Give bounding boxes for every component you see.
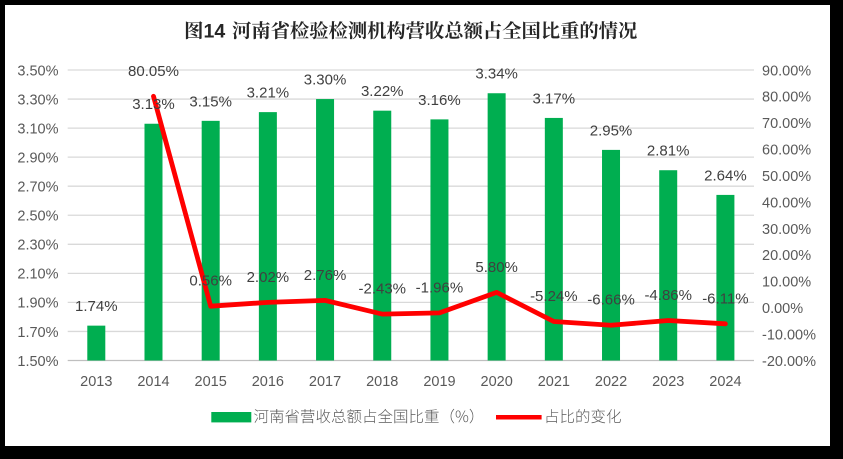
svg-text:2023: 2023 xyxy=(652,374,684,390)
svg-text:-10.00%: -10.00% xyxy=(762,327,816,343)
svg-text:2014: 2014 xyxy=(137,374,169,390)
svg-text:-1.96%: -1.96% xyxy=(416,279,464,296)
svg-text:10.00%: 10.00% xyxy=(762,275,811,291)
svg-text:2.95%: 2.95% xyxy=(590,122,633,139)
svg-text:2013: 2013 xyxy=(80,374,112,390)
svg-text:5.80%: 5.80% xyxy=(475,259,518,276)
svg-text:-6.66%: -6.66% xyxy=(587,292,635,309)
svg-text:2024: 2024 xyxy=(709,374,741,390)
svg-text:2.30%: 2.30% xyxy=(17,238,58,254)
svg-text:-4.86%: -4.86% xyxy=(644,287,692,304)
svg-text:3.21%: 3.21% xyxy=(247,85,290,102)
svg-text:-6.11%: -6.11% xyxy=(702,290,748,307)
svg-text:80.05%: 80.05% xyxy=(128,63,179,80)
svg-text:80.00%: 80.00% xyxy=(762,90,811,106)
svg-text:3.50%: 3.50% xyxy=(17,63,58,79)
svg-text:2016: 2016 xyxy=(252,374,284,390)
svg-text:3.16%: 3.16% xyxy=(418,92,461,109)
svg-text:20.00%: 20.00% xyxy=(762,248,811,264)
svg-text:2.81%: 2.81% xyxy=(647,143,690,160)
svg-text:3.34%: 3.34% xyxy=(475,66,518,83)
svg-text:2.90%: 2.90% xyxy=(17,150,58,166)
svg-text:3.10%: 3.10% xyxy=(17,121,58,137)
svg-text:2022: 2022 xyxy=(595,374,627,390)
svg-text:1.70%: 1.70% xyxy=(17,325,58,341)
svg-text:40.00%: 40.00% xyxy=(762,195,811,211)
svg-text:1.90%: 1.90% xyxy=(17,296,58,312)
svg-text:70.00%: 70.00% xyxy=(762,116,811,132)
svg-text:3.30%: 3.30% xyxy=(17,92,58,108)
svg-text:3.30%: 3.30% xyxy=(304,72,347,89)
svg-text:3.15%: 3.15% xyxy=(189,93,232,110)
svg-text:-5.24%: -5.24% xyxy=(530,288,578,305)
svg-text:2.02%: 2.02% xyxy=(247,269,290,286)
svg-text:2017: 2017 xyxy=(309,374,341,390)
svg-text:30.00%: 30.00% xyxy=(762,222,811,238)
svg-text:2.10%: 2.10% xyxy=(17,267,58,283)
svg-text:2021: 2021 xyxy=(538,374,570,390)
svg-text:2019: 2019 xyxy=(423,374,455,390)
svg-text:2015: 2015 xyxy=(195,374,227,390)
svg-text:3.13%: 3.13% xyxy=(132,96,175,113)
svg-text:2020: 2020 xyxy=(481,374,513,390)
svg-text:2018: 2018 xyxy=(366,374,398,390)
svg-text:1.74%: 1.74% xyxy=(75,298,118,315)
svg-text:-2.43%: -2.43% xyxy=(358,281,406,298)
svg-text:1.50%: 1.50% xyxy=(17,354,58,370)
svg-text:60.00%: 60.00% xyxy=(762,143,811,159)
svg-text:3.22%: 3.22% xyxy=(361,83,404,100)
svg-text:2.64%: 2.64% xyxy=(704,167,747,184)
svg-text:2.70%: 2.70% xyxy=(17,180,58,196)
svg-text:2.76%: 2.76% xyxy=(304,267,347,284)
svg-text:2.50%: 2.50% xyxy=(17,209,58,225)
svg-text:0.00%: 0.00% xyxy=(762,301,803,317)
svg-text:-20.00%: -20.00% xyxy=(762,354,816,370)
svg-text:50.00%: 50.00% xyxy=(762,169,811,185)
svg-text:0.56%: 0.56% xyxy=(189,273,232,290)
svg-text:90.00%: 90.00% xyxy=(762,63,811,79)
svg-text:14: 14 xyxy=(204,21,226,43)
svg-text:3.17%: 3.17% xyxy=(533,90,576,107)
